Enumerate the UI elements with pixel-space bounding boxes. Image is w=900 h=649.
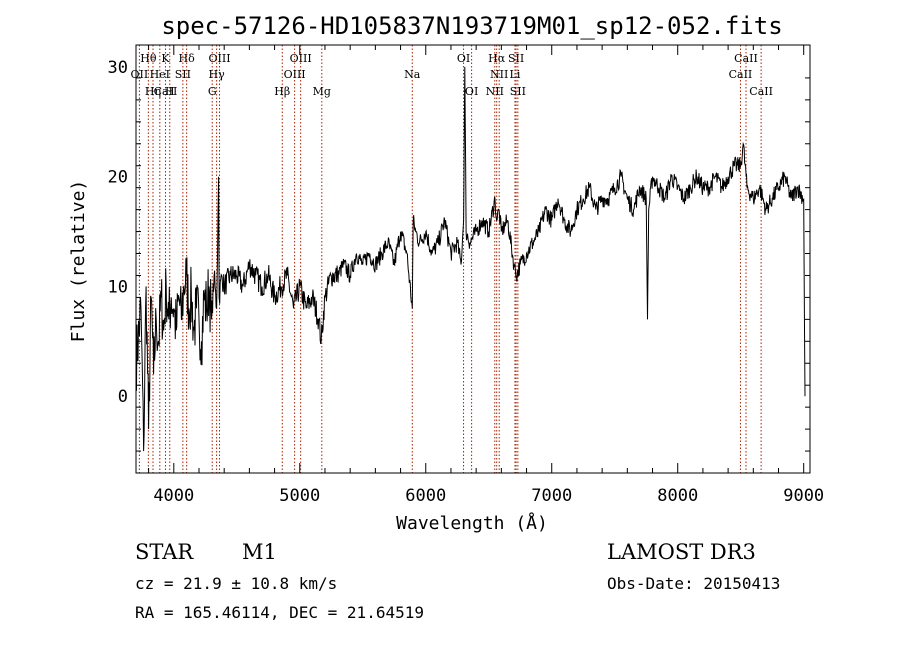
x-tick-label: 9000 [783, 486, 824, 506]
line-marker-label: OIII [208, 52, 230, 65]
line-marker-label: CaII [729, 68, 753, 81]
spectrum-line [135, 66, 806, 452]
line-marker-label: Hβ [274, 85, 290, 98]
line-marker-label: CaII [734, 52, 758, 65]
x-tick-label: 6000 [405, 486, 446, 506]
x-tick-label: 7000 [531, 486, 572, 506]
line-marker-label: K [161, 52, 170, 65]
ra-dec-coordinates: RA = 165.46114, DEC = 21.64519 [135, 603, 424, 622]
line-marker-label: Hη [145, 85, 161, 98]
line-marker-label: OIII [290, 52, 312, 65]
y-tick-label: 10 [108, 277, 128, 297]
x-tick-label: 8000 [657, 486, 698, 506]
line-marker-label: OI [457, 52, 470, 65]
line-marker-label: OI [465, 85, 478, 98]
line-marker-label: SII [508, 52, 524, 65]
line-marker-label: SII [510, 85, 526, 98]
observation-date: Obs-Date: 20150413 [607, 574, 781, 593]
plot-frame [135, 44, 811, 474]
line-marker-label: Mg [313, 85, 331, 98]
redshift-cz: cz = 21.9 ± 10.8 km/s [135, 574, 338, 593]
x-tick-label: 5000 [279, 486, 320, 506]
line-marker-lines [138, 45, 762, 473]
y-tick-label: 0 [118, 387, 128, 407]
x-axis-label: Wavelength (Å) [396, 512, 548, 534]
x-axis: 4000 5000 6000 7000 8000 9000 [148, 45, 824, 506]
object-subclass: M1 [242, 540, 277, 564]
line-marker-label: SII [175, 68, 191, 81]
object-class: STAR [135, 540, 194, 564]
x-tick-label: 4000 [153, 486, 194, 506]
line-marker-label: NII [490, 68, 508, 81]
line-marker-label: Hγ [209, 68, 226, 81]
line-marker-label: Hδ [179, 52, 196, 65]
line-marker-label: NII [486, 85, 504, 98]
line-marker-label: CaII [749, 85, 773, 98]
chart-title: spec-57126-HD105837N193719M01_sp12-052.f… [161, 12, 782, 40]
line-marker-label: Hθ [140, 52, 157, 65]
y-tick-label: 30 [108, 58, 128, 78]
y-axis-label: Flux (relative) [68, 180, 89, 343]
line-marker-label: G [208, 85, 217, 98]
line-marker-label: CaII [154, 85, 178, 98]
line-marker-label: H [165, 85, 175, 98]
y-tick-label: 20 [108, 168, 128, 188]
line-marker-label: OII [131, 68, 149, 81]
survey-name: LAMOST DR3 [607, 540, 756, 564]
line-marker-label: Li [510, 68, 521, 81]
line-marker-label: HeI [150, 68, 170, 81]
line-marker-label: Na [404, 68, 421, 81]
line-marker-label: OIII [284, 68, 306, 81]
y-axis: 0 10 20 30 [108, 58, 810, 452]
line-marker-label: Hα [488, 52, 506, 65]
